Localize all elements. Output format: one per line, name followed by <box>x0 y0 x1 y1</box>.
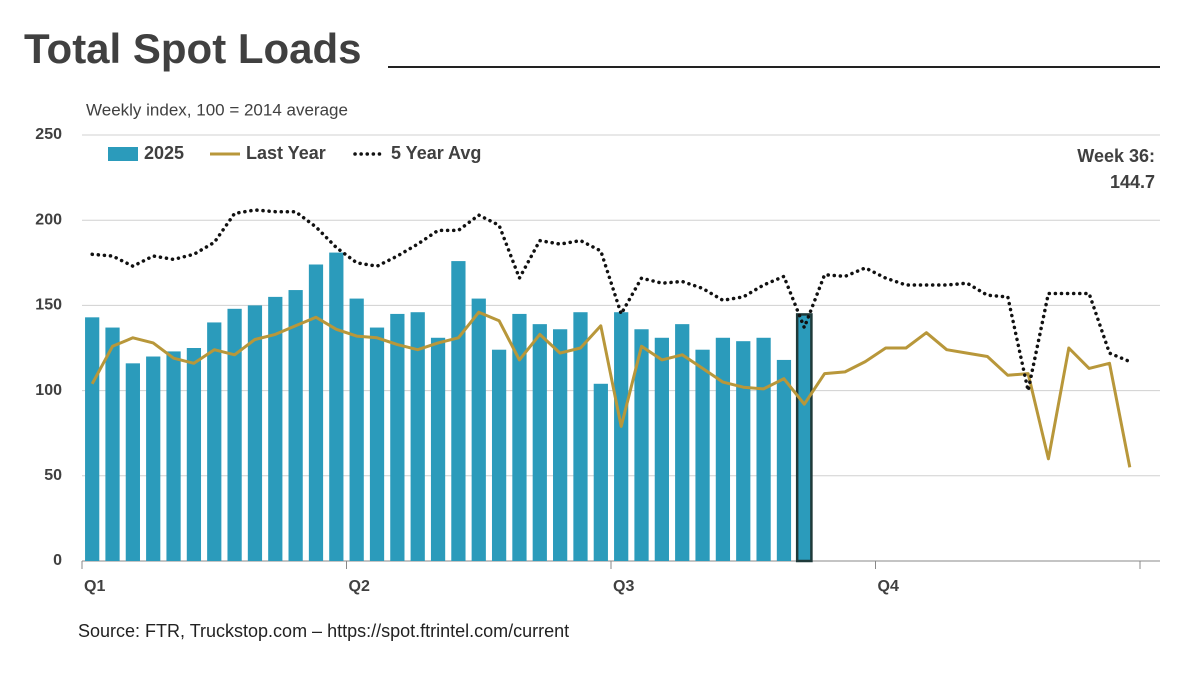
bar <box>146 356 161 561</box>
bar <box>125 363 140 561</box>
bar <box>776 359 792 561</box>
bar <box>795 313 813 563</box>
bar <box>329 252 344 562</box>
bar <box>512 313 527 561</box>
bar <box>85 317 100 561</box>
bar <box>634 329 649 561</box>
annotation: Week 36: <box>1077 146 1155 166</box>
bar <box>451 261 466 561</box>
x-tick-label: Q1 <box>84 578 105 595</box>
bar <box>736 341 751 561</box>
bar <box>207 322 222 561</box>
line-series <box>90 310 1132 468</box>
bar <box>553 329 568 561</box>
bar <box>675 324 690 561</box>
bar <box>308 264 324 561</box>
bar <box>247 305 263 561</box>
bar <box>654 337 669 561</box>
source: Source: FTR, Truckstop.com – https://spo… <box>78 621 569 641</box>
legend-swatch <box>108 147 138 161</box>
bar <box>593 383 608 561</box>
y-tick-label: 250 <box>35 126 62 143</box>
bar <box>166 351 181 561</box>
bar <box>390 313 405 561</box>
bar <box>532 324 547 561</box>
chart-title: Total Spot Loads <box>24 25 362 72</box>
bar <box>349 298 364 561</box>
legend-label: Last Year <box>246 143 326 163</box>
y-tick-label: 50 <box>44 467 62 484</box>
x-tick-label: Q4 <box>878 578 899 595</box>
bar <box>614 312 629 561</box>
bar <box>491 349 507 561</box>
legend-label: 2025 <box>144 143 184 163</box>
bar <box>186 348 202 561</box>
legend-label: 5 Year Avg <box>391 143 481 163</box>
y-tick-label: 200 <box>35 211 62 228</box>
bar <box>756 337 771 561</box>
x-tick-label: Q2 <box>349 578 370 595</box>
bar <box>227 308 242 561</box>
y-tick-label: 0 <box>53 552 62 569</box>
bar <box>430 337 446 561</box>
bar <box>471 298 486 561</box>
bar <box>695 349 710 561</box>
y-tick-label: 100 <box>35 382 62 399</box>
bar <box>105 327 120 561</box>
x-tick-label: Q3 <box>613 578 634 595</box>
line-series <box>90 208 1132 393</box>
bar <box>288 290 303 561</box>
bar <box>410 312 425 561</box>
subtitle: Weekly index, 100 = 2014 average <box>86 100 348 119</box>
y-tick-label: 150 <box>35 297 62 314</box>
bar <box>715 337 731 561</box>
bar <box>268 296 283 561</box>
bar <box>573 312 588 561</box>
bar <box>369 327 385 561</box>
annotation-value: 144.7 <box>1110 172 1155 192</box>
